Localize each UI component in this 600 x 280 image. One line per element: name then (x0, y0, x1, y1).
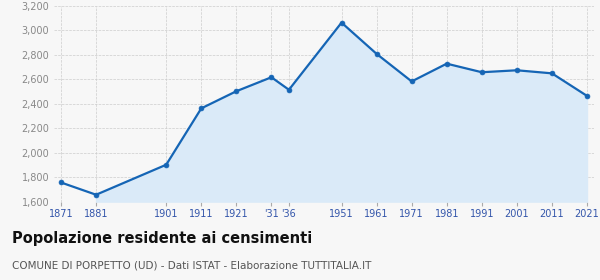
Text: COMUNE DI PORPETTO (UD) - Dati ISTAT - Elaborazione TUTTITALIA.IT: COMUNE DI PORPETTO (UD) - Dati ISTAT - E… (12, 260, 371, 270)
Text: Popolazione residente ai censimenti: Popolazione residente ai censimenti (12, 231, 312, 246)
